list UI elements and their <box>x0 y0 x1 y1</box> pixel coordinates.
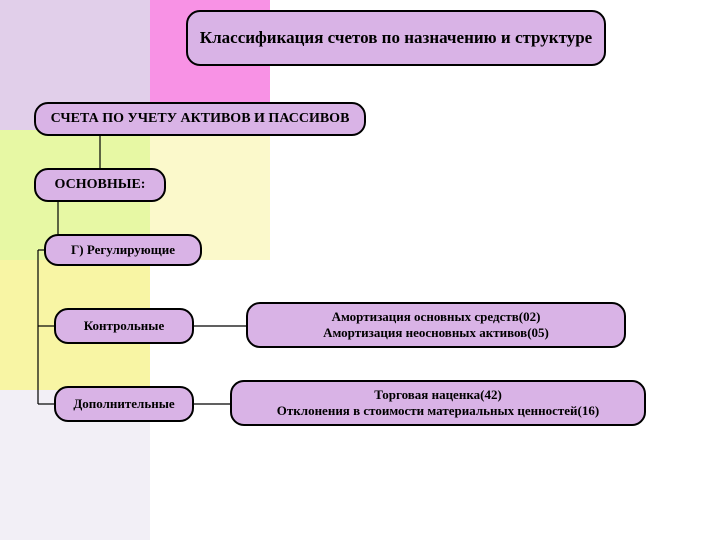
branch-b-desc-text: Торговая наценка(42) Отклонения в стоимо… <box>277 387 599 420</box>
level3-node: Г) Регулирующие <box>44 234 202 266</box>
level2-node: ОСНОВНЫЕ: <box>34 168 166 202</box>
branch-a-node: Контрольные <box>54 308 194 344</box>
title-text: Классификация счетов по назначению и стр… <box>200 27 592 48</box>
branch-b-node: Дополнительные <box>54 386 194 422</box>
level1-node: СЧЕТА ПО УЧЕТУ АКТИВОВ И ПАССИВОВ <box>34 102 366 136</box>
branch-b-label: Дополнительные <box>73 396 174 412</box>
level1-text: СЧЕТА ПО УЧЕТУ АКТИВОВ И ПАССИВОВ <box>51 110 350 128</box>
level2-text: ОСНОВНЫЕ: <box>55 176 146 194</box>
level3-text: Г) Регулирующие <box>71 242 175 258</box>
branch-a-desc-node: Амортизация основных средств(02) Амортиз… <box>246 302 626 348</box>
branch-a-desc-line1: Амортизация основных средств(02) <box>323 309 549 325</box>
branch-b-desc-line2: Отклонения в стоимости материальных ценн… <box>277 403 599 419</box>
title-node: Классификация счетов по назначению и стр… <box>186 10 606 66</box>
branch-a-desc-line2: Амортизация неосновных активов(05) <box>323 325 549 341</box>
branch-a-desc-text: Амортизация основных средств(02) Амортиз… <box>323 309 549 342</box>
branch-a-label: Контрольные <box>84 318 164 334</box>
diagram-canvas: Классификация счетов по назначению и стр… <box>0 0 720 540</box>
branch-b-desc-node: Торговая наценка(42) Отклонения в стоимо… <box>230 380 646 426</box>
branch-b-desc-line1: Торговая наценка(42) <box>277 387 599 403</box>
